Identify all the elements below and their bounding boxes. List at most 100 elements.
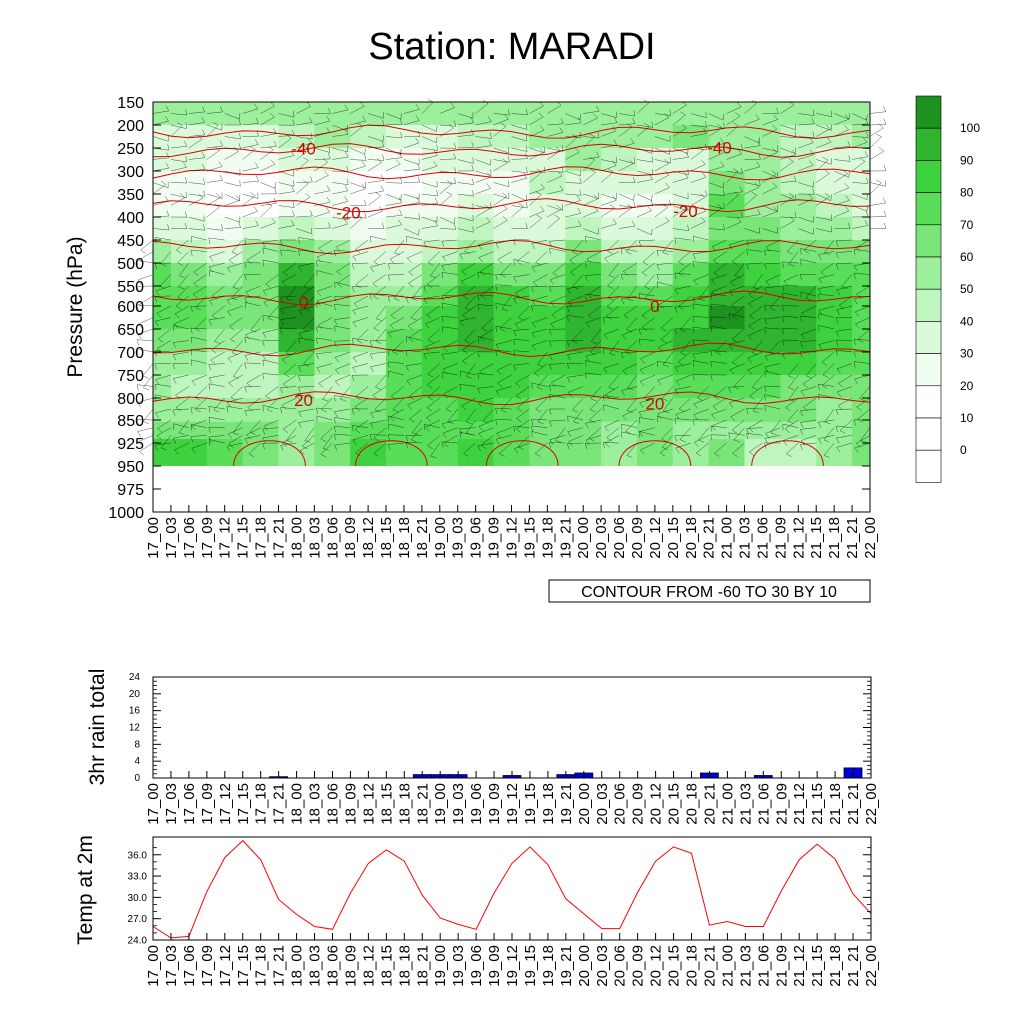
- wind-barb: [406, 236, 422, 243]
- wind-barb: [496, 363, 512, 375]
- wind-barb: [334, 351, 351, 363]
- wind-barb: [193, 262, 207, 276]
- wind-barb: [266, 397, 279, 413]
- wind-barb: [208, 363, 225, 371]
- rh-cell: [206, 148, 244, 172]
- wind-barb: [316, 270, 333, 277]
- rh-cell: [565, 352, 602, 376]
- wind-barb: [692, 339, 709, 346]
- wind-barb: [636, 168, 653, 176]
- wind-barb: [439, 153, 457, 160]
- wind-barb: [262, 405, 279, 412]
- rh-cell: [565, 148, 602, 172]
- wind-barb: [531, 328, 548, 339]
- wind-barb: [679, 427, 691, 443]
- wind-barb: [514, 317, 530, 329]
- wind-barb: [441, 262, 458, 271]
- rh-cell: [672, 421, 710, 440]
- wind-barb: [710, 361, 727, 368]
- wind-barb: [583, 206, 599, 218]
- rh-cell: [242, 421, 279, 440]
- rh-cell: [242, 240, 279, 264]
- colorbar-label: 100: [960, 121, 980, 135]
- wind-barb: [430, 262, 440, 279]
- temp-contour-label: -20: [673, 202, 698, 221]
- rh-cell: [672, 329, 710, 353]
- wind-barb: [636, 200, 654, 207]
- temp-contour-line: [152, 198, 871, 213]
- wind-barb: [353, 295, 369, 308]
- wind-barb: [841, 274, 853, 290]
- wind-barb: [245, 285, 261, 297]
- wind-barb: [333, 340, 351, 347]
- wind-barb: [606, 295, 620, 310]
- wind-barb: [607, 274, 620, 289]
- wind-barb: [587, 305, 602, 320]
- wind-barb: [513, 295, 530, 304]
- wind-barb: [836, 386, 853, 397]
- wind-barb: [552, 262, 566, 277]
- wind-barb: [550, 317, 566, 329]
- wind-barb: [853, 295, 871, 305]
- rh-cell: [708, 286, 746, 307]
- wind-barb: [764, 262, 781, 270]
- wind-barb: [816, 214, 833, 221]
- rh-cell: [206, 439, 244, 467]
- wind-barb: [370, 408, 387, 419]
- temp-x-tick-label: 20_18: [684, 945, 701, 987]
- wind-barb: [373, 442, 387, 457]
- wind-barb: [298, 262, 315, 272]
- rh-cell: [153, 240, 172, 264]
- wind-barb: [137, 435, 154, 447]
- wind-barb: [639, 363, 655, 375]
- rh-cell: [421, 148, 459, 172]
- rh-cell: [170, 102, 208, 126]
- wind-barb: [656, 250, 673, 257]
- colorbar-box: [915, 385, 942, 419]
- wind-barb: [513, 328, 530, 337]
- wind-barb: [421, 181, 438, 188]
- wind-barb: [692, 351, 709, 360]
- rh-cell: [601, 352, 638, 376]
- rh-cell: [278, 263, 315, 287]
- rain-x-tick-label: 21_18: [827, 783, 844, 825]
- wind-barb: [297, 374, 315, 382]
- wind-barb: [672, 224, 689, 231]
- wind-barb: [511, 108, 528, 116]
- wind-barb: [172, 408, 189, 416]
- wind-barb: [367, 158, 382, 172]
- rh-cell: [529, 329, 566, 353]
- wind-barb: [194, 397, 207, 413]
- wind-barb: [407, 397, 422, 410]
- wind-barb: [711, 408, 727, 420]
- rh-cell: [852, 171, 871, 195]
- wind-barb: [529, 166, 546, 173]
- wind-barb: [136, 304, 154, 311]
- wind-barb: [267, 305, 279, 321]
- wind-barb: [421, 197, 439, 206]
- wind-barb: [531, 431, 548, 438]
- wind-barb: [583, 156, 596, 172]
- wind-barb: [370, 262, 387, 273]
- wind-barb: [710, 374, 727, 381]
- wind-barb: [411, 285, 423, 301]
- rh-cell: [153, 306, 172, 330]
- rh-cell: [457, 240, 495, 264]
- rh-cell: [672, 439, 710, 467]
- wind-barb: [548, 408, 566, 415]
- rh-cell: [153, 217, 172, 241]
- wind-barb: [726, 149, 742, 160]
- wind-barb: [726, 186, 743, 195]
- wind-barb: [726, 167, 743, 174]
- rh-cell: [278, 329, 315, 353]
- wind-barb: [585, 372, 602, 379]
- wind-barb: [479, 262, 494, 276]
- upper-x-tick-label: 18_15: [378, 517, 395, 559]
- wind-barb: [566, 362, 584, 369]
- rh-cell: [565, 329, 602, 353]
- wind-barb: [496, 427, 512, 439]
- wind-barb: [621, 328, 638, 340]
- wind-barb: [447, 408, 458, 424]
- rh-cell: [421, 263, 459, 287]
